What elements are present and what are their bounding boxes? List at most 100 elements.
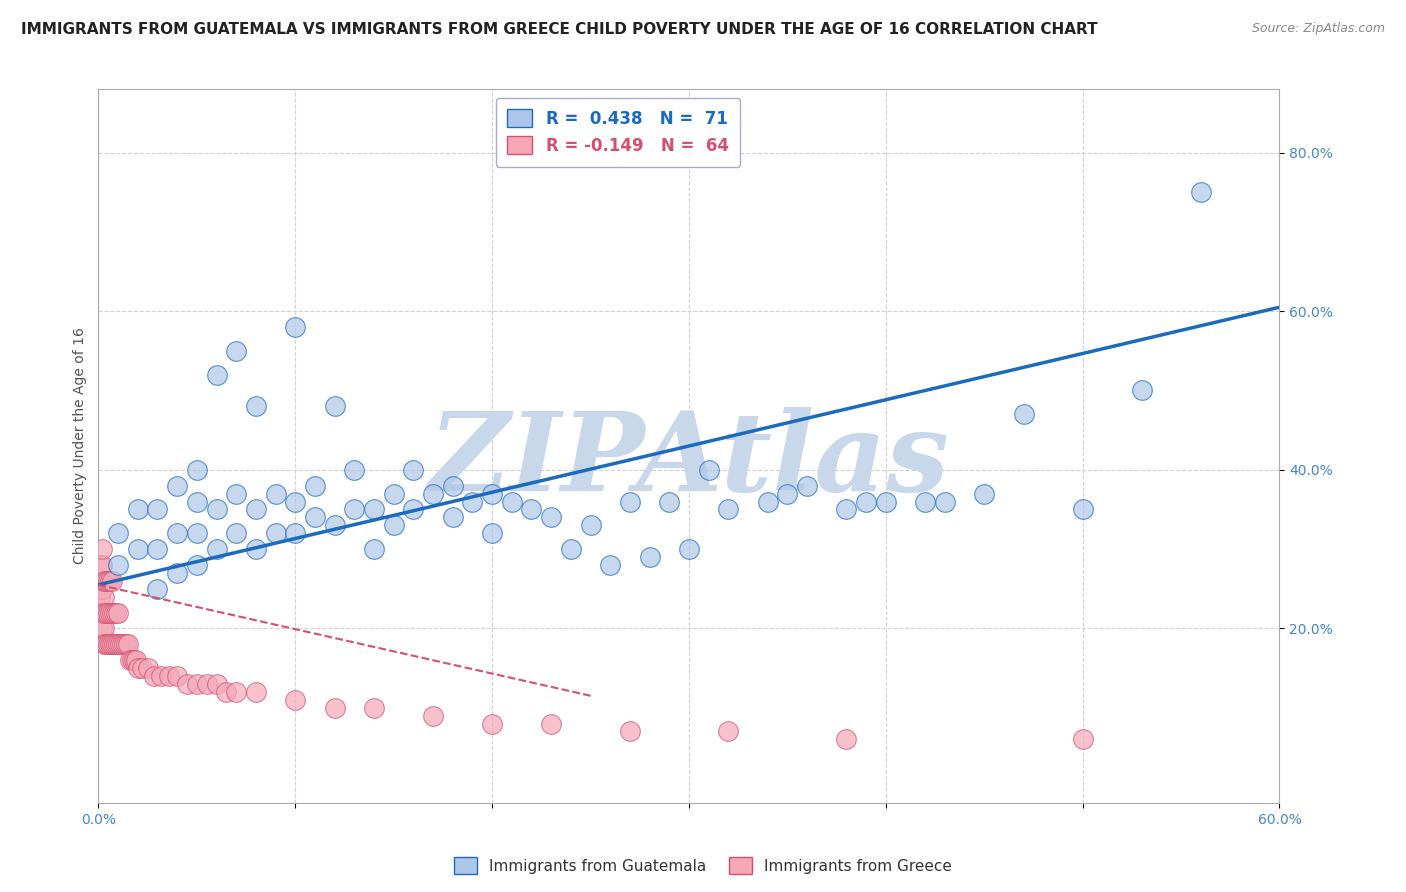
Point	[107, 558, 129, 572]
Text: IMMIGRANTS FROM GUATEMALA VS IMMIGRANTS FROM GREECE CHILD POVERTY UNDER THE AGE : IMMIGRANTS FROM GUATEMALA VS IMMIGRANTS …	[21, 22, 1098, 37]
Point	[756, 494, 779, 508]
Point	[1071, 502, 1094, 516]
Point	[382, 518, 405, 533]
Point	[215, 685, 238, 699]
Point	[619, 724, 641, 739]
Point	[697, 463, 720, 477]
Legend: R =  0.438   N =  71, R = -0.149   N =  64: R = 0.438 N = 71, R = -0.149 N = 64	[496, 97, 741, 167]
Point	[638, 549, 661, 564]
Point	[284, 320, 307, 334]
Point	[146, 542, 169, 557]
Point	[93, 574, 115, 588]
Point	[402, 502, 425, 516]
Point	[112, 637, 135, 651]
Point	[441, 478, 464, 492]
Point	[1071, 732, 1094, 747]
Point	[118, 653, 141, 667]
Point	[96, 574, 118, 588]
Point	[98, 574, 121, 588]
Point	[560, 542, 582, 557]
Point	[176, 677, 198, 691]
Point	[323, 400, 346, 414]
Point	[89, 558, 111, 572]
Point	[441, 510, 464, 524]
Point	[835, 732, 858, 747]
Point	[186, 494, 208, 508]
Point	[97, 574, 120, 588]
Point	[363, 542, 385, 557]
Point	[157, 669, 180, 683]
Point	[89, 606, 111, 620]
Point	[717, 502, 740, 516]
Point	[103, 637, 125, 651]
Point	[481, 486, 503, 500]
Point	[111, 637, 134, 651]
Point	[97, 606, 120, 620]
Point	[101, 606, 124, 620]
Point	[96, 606, 118, 620]
Point	[195, 677, 218, 691]
Text: ZIPAtlas: ZIPAtlas	[429, 407, 949, 514]
Point	[245, 542, 267, 557]
Point	[108, 637, 131, 651]
Point	[186, 463, 208, 477]
Point	[914, 494, 936, 508]
Point	[98, 637, 121, 651]
Point	[934, 494, 956, 508]
Point	[127, 542, 149, 557]
Point	[93, 621, 115, 635]
Point	[131, 661, 153, 675]
Point	[422, 708, 444, 723]
Point	[619, 494, 641, 508]
Point	[579, 518, 602, 533]
Text: Source: ZipAtlas.com: Source: ZipAtlas.com	[1251, 22, 1385, 36]
Point	[91, 542, 114, 557]
Point	[105, 637, 128, 651]
Point	[103, 606, 125, 620]
Point	[501, 494, 523, 508]
Point	[127, 502, 149, 516]
Point	[855, 494, 877, 508]
Point	[98, 606, 121, 620]
Point	[284, 526, 307, 541]
Point	[122, 653, 145, 667]
Point	[89, 590, 111, 604]
Point	[422, 486, 444, 500]
Point	[146, 502, 169, 516]
Point	[93, 590, 115, 604]
Point	[461, 494, 484, 508]
Point	[225, 486, 247, 500]
Point	[796, 478, 818, 492]
Point	[93, 606, 115, 620]
Point	[284, 494, 307, 508]
Point	[481, 526, 503, 541]
Point	[205, 368, 228, 382]
Point	[245, 685, 267, 699]
Point	[481, 716, 503, 731]
Point	[245, 502, 267, 516]
Point	[323, 700, 346, 714]
Point	[264, 486, 287, 500]
Point	[343, 502, 366, 516]
Point	[101, 574, 124, 588]
Point	[304, 478, 326, 492]
Point	[117, 637, 139, 651]
Point	[225, 526, 247, 541]
Point	[284, 692, 307, 706]
Point	[835, 502, 858, 516]
Point	[205, 677, 228, 691]
Point	[127, 661, 149, 675]
Point	[225, 685, 247, 699]
Point	[101, 637, 124, 651]
Point	[166, 669, 188, 683]
Point	[205, 502, 228, 516]
Point	[382, 486, 405, 500]
Point	[91, 582, 114, 596]
Point	[91, 621, 114, 635]
Point	[107, 606, 129, 620]
Point	[91, 606, 114, 620]
Point	[304, 510, 326, 524]
Point	[136, 661, 159, 675]
Point	[115, 637, 138, 651]
Point	[166, 566, 188, 580]
